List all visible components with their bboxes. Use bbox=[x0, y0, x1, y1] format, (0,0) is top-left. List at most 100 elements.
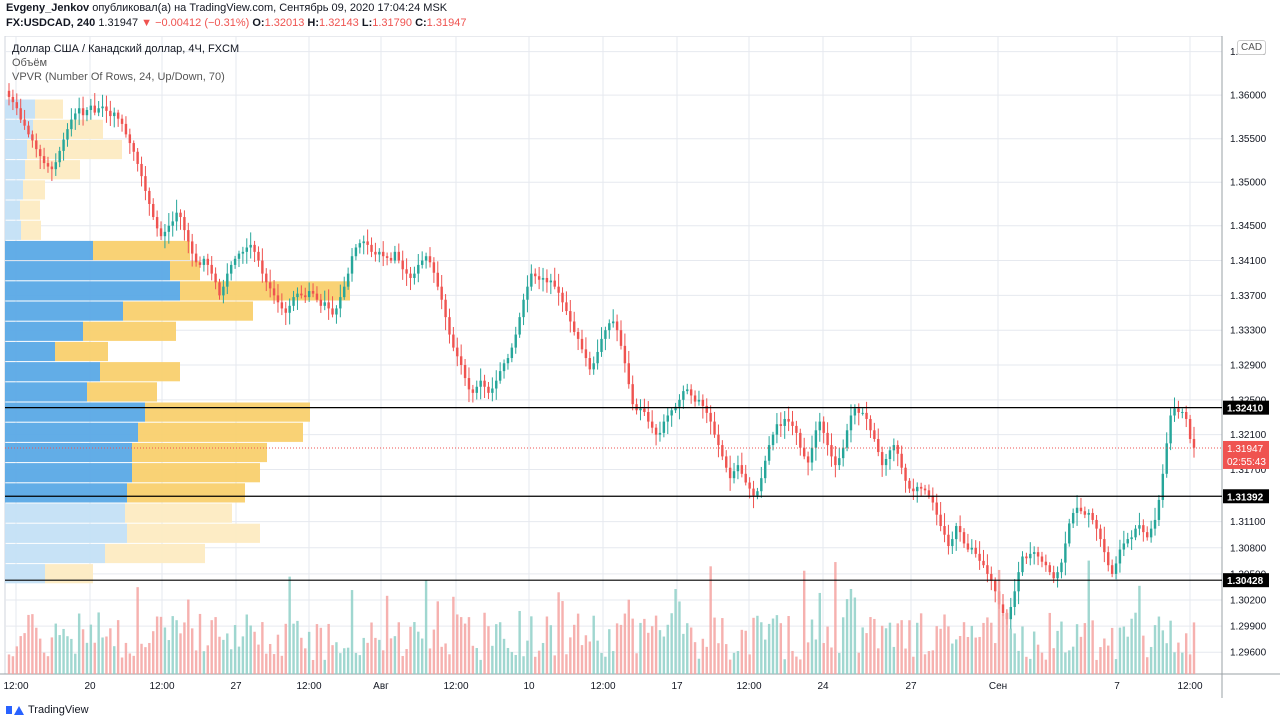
volume-bar bbox=[806, 642, 810, 674]
volume-bar bbox=[409, 626, 412, 674]
volume-bar bbox=[70, 638, 73, 674]
volume-legend[interactable]: Объём bbox=[12, 57, 48, 69]
candle-body bbox=[1184, 412, 1188, 419]
candle-body bbox=[1126, 539, 1129, 544]
candle-body bbox=[136, 151, 139, 164]
candle-body bbox=[717, 434, 720, 446]
candle-body bbox=[658, 432, 662, 435]
candle-body bbox=[974, 547, 977, 554]
volume-bar bbox=[884, 628, 888, 674]
candle-body bbox=[374, 251, 377, 255]
volume-bar bbox=[756, 615, 759, 674]
volume-bar bbox=[1048, 612, 1051, 674]
volume-bar bbox=[658, 630, 662, 674]
x-tick-label: 7 bbox=[1114, 681, 1120, 692]
candle-body bbox=[787, 418, 790, 422]
level-label-bg bbox=[1223, 489, 1269, 504]
candle-body bbox=[611, 321, 615, 324]
volume-bar bbox=[1029, 658, 1032, 674]
volume-bar bbox=[483, 612, 486, 674]
volume-bar bbox=[900, 620, 903, 674]
volume-bar bbox=[974, 637, 977, 674]
volume-bar bbox=[955, 639, 958, 674]
volume-bar bbox=[175, 620, 178, 674]
volume-bar bbox=[93, 642, 96, 674]
volume-bar bbox=[140, 643, 143, 674]
candle-body bbox=[697, 399, 701, 402]
volume-bar bbox=[339, 653, 342, 674]
price-chart[interactable]: 1.365001.360001.355001.350001.345001.341… bbox=[0, 36, 1280, 698]
candle-body bbox=[919, 486, 923, 489]
vpvr-down-bar bbox=[25, 160, 80, 180]
candle-body bbox=[495, 380, 498, 389]
volume-bar bbox=[990, 622, 993, 674]
candle-body bbox=[1149, 528, 1153, 538]
volume-bar bbox=[717, 643, 720, 674]
volume-bar bbox=[116, 620, 120, 674]
volume-bar bbox=[740, 629, 744, 674]
volume-bar bbox=[966, 636, 970, 674]
candle-body bbox=[27, 125, 30, 135]
candle-body bbox=[409, 273, 412, 278]
volume-bar bbox=[241, 636, 245, 674]
volume-bar bbox=[11, 656, 15, 674]
volume-bar bbox=[518, 610, 521, 674]
candle-body bbox=[650, 421, 654, 428]
volume-bar bbox=[795, 656, 798, 674]
volume-bar bbox=[444, 643, 447, 674]
volume-bar bbox=[880, 625, 884, 674]
candle-body bbox=[307, 291, 311, 298]
volume-bar bbox=[413, 622, 416, 674]
candle-body bbox=[510, 347, 514, 359]
currency-badge[interactable]: CAD bbox=[1237, 40, 1267, 55]
volume-bar bbox=[171, 616, 174, 674]
volume-bar bbox=[600, 653, 603, 674]
candle-body bbox=[935, 502, 938, 515]
volume-bar bbox=[662, 636, 666, 674]
volume-bar bbox=[908, 620, 911, 674]
volume-bar bbox=[643, 618, 646, 674]
volume-bar bbox=[233, 625, 237, 674]
volume-bar bbox=[183, 622, 186, 674]
vpvr-up-bar bbox=[5, 220, 21, 240]
volume-bar bbox=[849, 588, 853, 674]
candle-body bbox=[748, 482, 751, 489]
volume-bar bbox=[771, 618, 775, 674]
candle-body bbox=[265, 273, 268, 283]
volume-bar bbox=[697, 658, 701, 674]
candle-body bbox=[113, 112, 116, 117]
candle-body bbox=[272, 288, 276, 296]
candle-body bbox=[85, 109, 89, 116]
x-tick-label: 12:00 bbox=[149, 681, 174, 692]
vpvr-down-bar bbox=[132, 463, 260, 483]
candle-body bbox=[736, 465, 740, 472]
candle-body bbox=[218, 282, 221, 296]
candle-body bbox=[171, 221, 174, 226]
volume-bar bbox=[362, 637, 365, 674]
volume-bar bbox=[1184, 633, 1188, 674]
high-label: H: bbox=[307, 17, 320, 29]
volume-bar bbox=[962, 622, 966, 674]
vpvr-legend[interactable]: VPVR (Number Of Rows, 24, Up/Down, 70) bbox=[12, 71, 225, 83]
volume-bar bbox=[510, 651, 514, 674]
candle-body bbox=[280, 302, 284, 309]
candle-body bbox=[592, 363, 595, 370]
candle-body bbox=[927, 490, 931, 496]
candle-body bbox=[888, 450, 892, 460]
volume-bar bbox=[159, 616, 163, 674]
candle-body bbox=[54, 162, 57, 170]
candle-body bbox=[834, 456, 837, 466]
volume-bar bbox=[775, 615, 779, 674]
candle-body bbox=[163, 231, 167, 237]
candle-body bbox=[576, 331, 580, 339]
candle-body bbox=[506, 358, 510, 364]
volume-bar bbox=[7, 654, 11, 674]
vpvr-up-bar bbox=[5, 483, 127, 503]
candle-body bbox=[845, 430, 849, 448]
publisher-name[interactable]: Evgeny_Jenkov bbox=[6, 2, 90, 14]
volume-bar bbox=[385, 595, 389, 674]
vpvr-up-bar bbox=[5, 160, 25, 180]
candle-body bbox=[732, 471, 736, 479]
footer-brand[interactable]: TradingView bbox=[6, 704, 89, 716]
x-tick-label: 12:00 bbox=[296, 681, 321, 692]
